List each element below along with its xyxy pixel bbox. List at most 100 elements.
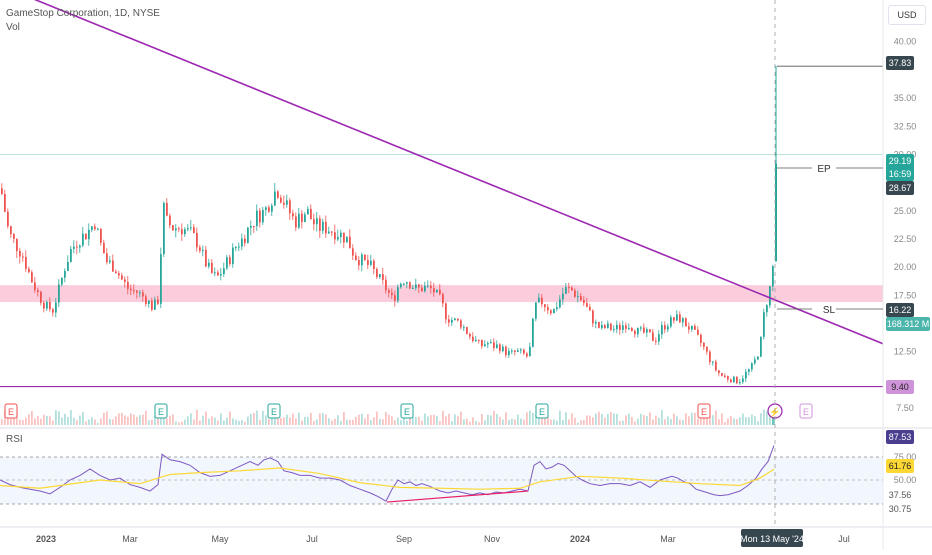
candle-body [505,346,507,356]
volume-bar [493,410,495,425]
volume-bar [238,420,240,425]
volume-bar [592,417,594,425]
candle-body [772,266,774,287]
volume-bar [715,410,717,425]
volume-bar [601,414,603,425]
volume-bar [37,415,39,425]
time-axis-tick-label: Nov [484,534,501,544]
volume-bar [727,418,729,425]
volume-bar [436,415,438,425]
volume-bar [628,413,630,425]
volume-bar [142,414,144,425]
candle-body [580,296,582,301]
candle-body [517,350,519,352]
candle-body [205,249,207,267]
rsi-low2-label: 30.75 [889,504,912,514]
candle-body [268,207,270,212]
volume-bar [379,419,381,425]
candle-body [475,339,477,342]
candle-body [52,309,54,313]
candle-body [148,300,150,304]
candle-body [169,215,171,226]
volume-bar [340,421,342,425]
volume-bar [124,415,126,425]
candle-body [415,284,417,289]
rsi-line [0,445,775,502]
volume-bar [61,417,63,425]
candle-body [229,257,231,264]
volume-bar [304,416,306,425]
candle-body [619,324,621,330]
candle-body [592,310,594,324]
candle-body [301,213,303,223]
currency-button[interactable]: USD [888,5,926,25]
volume-bar [466,418,468,425]
volume-bar [490,415,492,425]
volume-bar [643,415,645,425]
candle-body [439,289,441,295]
candle-body [202,249,204,251]
candle-body [397,287,399,301]
volume-bar [754,416,756,425]
candle-body [1,188,3,195]
candle-body [769,286,771,306]
volume-bar [433,414,435,425]
candle-body [262,209,264,223]
volume-bar [745,417,747,425]
candle-body [193,227,195,233]
volume-bar [712,415,714,425]
candle-body [139,292,141,294]
volume-bar [523,419,525,425]
candle-body [373,260,375,270]
volume-bar [148,420,150,425]
candle-body [478,339,480,341]
volume-bar [676,416,678,425]
candle-body [79,245,81,248]
current-price-tag: 29.19 [889,156,912,166]
volume-bar [139,415,141,425]
candle-body [88,229,90,240]
candle-body [367,260,369,265]
volume-bar [610,412,612,425]
volume-indicator-label: Vol [6,22,20,33]
candle-body [166,202,168,216]
volume-bar [577,422,579,425]
candle-body [214,272,216,274]
volume-bar [364,418,366,425]
candle-body [604,325,606,329]
rsi-low1-label: 37.56 [889,490,912,500]
volume-bar [511,418,513,425]
sl-price-tag: 16.22 [889,305,912,315]
volume-bar [514,419,516,425]
volume-bar [100,418,102,425]
candle-body [493,342,495,348]
volume-bar [640,413,642,425]
candle-body [607,323,609,329]
volume-bar [112,419,114,425]
volume-bar [475,421,477,425]
candle-body [685,318,687,327]
candle-body [556,307,558,310]
candle-body [391,292,393,296]
volume-bar [229,411,231,425]
candle-body [673,317,675,321]
volume-bar [499,416,501,425]
volume-bar [286,414,288,425]
volume-bar [418,416,420,425]
candle-body [55,302,57,313]
ep-label: EP [817,164,831,175]
volume-bar [313,421,315,425]
volume-bar [403,418,405,425]
volume-bar [655,415,657,425]
candle-body [250,225,252,228]
volume-bar [187,416,189,425]
candle-body [94,226,96,230]
price-axis-tick-label: 40.00 [894,37,917,47]
volume-bar [73,417,75,425]
volume-bar [751,414,753,425]
candle-body [91,226,93,230]
volume-bar [181,421,183,425]
volume-bar [361,413,363,425]
volume-bar [328,418,330,425]
